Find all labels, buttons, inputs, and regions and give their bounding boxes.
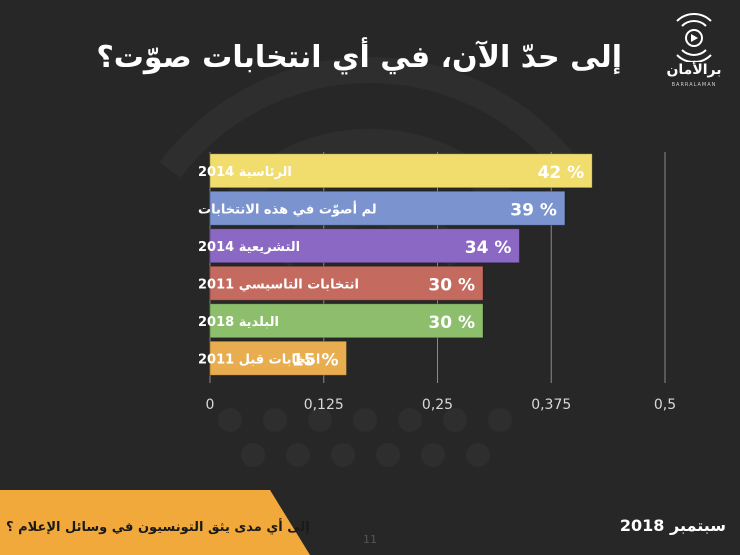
bar-data-label: 39 % [510,200,557,220]
x-tick-label: 0,5 [654,397,676,413]
x-tick-label: 0,375 [531,397,571,413]
x-tick-label: 0 [206,397,215,413]
background-dots [218,408,512,467]
category-label: لم أصوّت في هذه الانتخابات [198,200,377,217]
logo-sub: BARRALAMAN [671,82,717,88]
category-label: انتخابات التاسيسي 2011 [198,277,359,292]
footer-date: سبتمبر 2018 [619,516,726,535]
bar-data-label: 15 % [292,350,339,370]
bar-data-label: 34 % [465,238,512,258]
page-number: 11 [363,533,377,546]
category-label: التشريعية 2014 [198,240,300,255]
logo-name: برالأمان [666,62,722,78]
bar [209,153,593,189]
footer-band [0,490,310,555]
bar [209,190,566,226]
radio-play-icon [676,12,712,64]
bar-data-label: 30 % [428,313,475,333]
logo: برالأمان BARRALAMAN [662,12,726,92]
category-label: الرئاسية 2014 [198,165,292,180]
footer-question: إلى أي مدى يثق التونسيون في وسائل الإعلا… [6,520,310,535]
bar [209,303,484,339]
bar [209,228,520,264]
category-label: البلدية 2018 [198,315,279,330]
bar [209,340,347,376]
category-label: انتخابات قبل 2011 [198,352,320,367]
bar-data-label: 42 % [538,163,585,183]
x-tick-label: 0,25 [422,397,453,413]
bar [209,265,484,301]
x-tick-label: 0,125 [304,397,344,413]
page-title: إلى حدّ الآن، في أي انتخابات صوّت؟ [96,40,622,75]
bar-data-label: 30 % [428,275,475,295]
